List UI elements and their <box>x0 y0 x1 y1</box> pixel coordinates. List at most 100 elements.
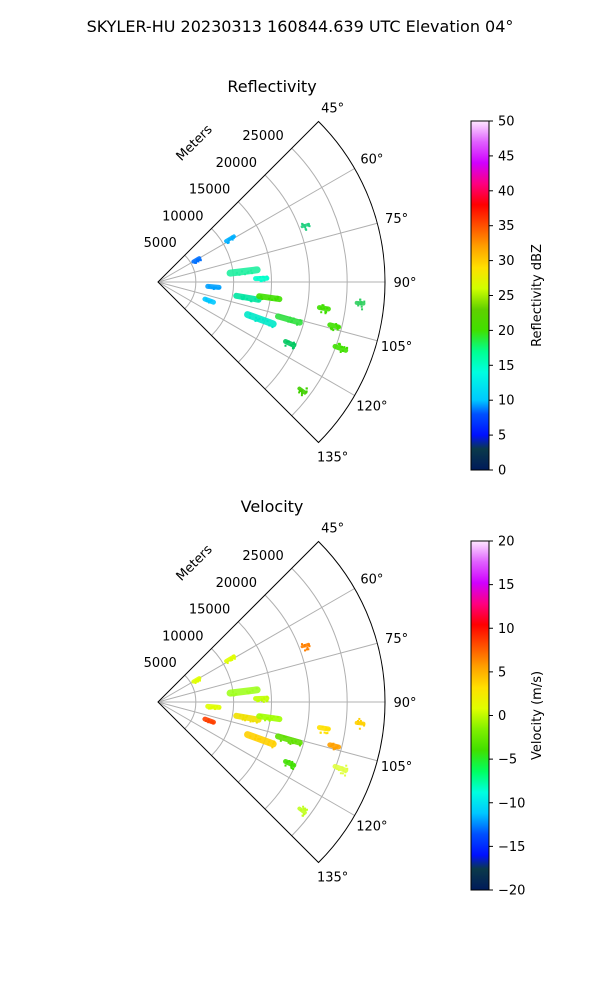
echo-pixel <box>357 722 360 725</box>
echo-pixel <box>276 297 279 300</box>
echo-pixel <box>207 718 210 721</box>
echo-pixel <box>249 313 252 316</box>
colorbar-tick-label: 35 <box>498 219 515 234</box>
echo-pixel <box>260 699 263 702</box>
echo-pixel <box>254 735 257 738</box>
echo-pixel <box>305 391 308 394</box>
echo-pixel <box>336 745 339 748</box>
echo-pixel <box>197 680 200 683</box>
echo-pixel <box>329 327 332 330</box>
echo-pixel <box>231 658 234 661</box>
echo-pixel <box>358 717 361 720</box>
echo-pixel <box>291 347 294 350</box>
echo-pixel <box>326 728 329 731</box>
echo-pixel <box>242 296 245 299</box>
echo-pixel <box>235 693 238 696</box>
echo-pixel <box>308 225 311 228</box>
echo-pixel <box>359 301 362 304</box>
echo-pixel <box>208 720 211 723</box>
echo-pixel <box>292 764 295 767</box>
echo-pixel <box>304 649 307 652</box>
echo-pixel <box>214 708 217 711</box>
echo-pixel <box>361 722 364 725</box>
echo-pixel <box>259 280 262 283</box>
echo-pixel <box>302 807 305 810</box>
colorbar-1: −20 −15 −10 −5 0 5 10 15 20 Velocity (m/s) <box>470 535 545 899</box>
colorbar-tick-label: 20 <box>498 535 515 550</box>
echo-pixel <box>287 320 290 323</box>
echo-pixel <box>247 270 250 273</box>
echo-pixel <box>343 346 346 349</box>
echo-pixel <box>332 742 335 745</box>
echo-pixel <box>323 307 326 310</box>
echo-pixel <box>357 719 360 722</box>
echo-pixel <box>236 271 239 274</box>
echo-pixel <box>325 311 328 314</box>
echo-pixel <box>208 300 211 303</box>
echo-pixel <box>268 324 271 327</box>
echo-pixel <box>271 326 274 329</box>
echo-pixel <box>360 305 363 308</box>
echo-pixel <box>212 721 215 724</box>
echo-pixel <box>274 297 277 300</box>
echo-pixel <box>360 303 363 306</box>
echo-pixel <box>291 742 294 745</box>
echo-pixel <box>194 681 197 684</box>
echo-pixel <box>209 721 212 724</box>
polar-frame <box>157 120 386 444</box>
echo-pixel <box>260 698 263 701</box>
echo-pixel <box>284 344 287 347</box>
echo-pixel <box>338 343 341 346</box>
echo-pixel <box>207 721 210 724</box>
azimuth-spoke <box>157 701 355 816</box>
echo-pixel <box>304 226 307 229</box>
echo-pixel <box>249 299 252 302</box>
echo-pixel <box>294 343 297 346</box>
echo-pixel <box>292 342 295 345</box>
echo-pixel <box>290 763 293 766</box>
echo-pixel <box>284 764 287 767</box>
echo-pixel <box>290 320 293 323</box>
echo-pixel <box>231 690 234 693</box>
echo-pixel <box>241 270 244 273</box>
echo-pixel <box>246 690 249 693</box>
echo-pixel <box>307 643 310 646</box>
echo-pixel <box>244 273 247 276</box>
echo-pixel <box>244 719 247 722</box>
echo-pixel <box>341 772 344 775</box>
echo-pixel <box>359 298 362 301</box>
azimuth-spoke <box>157 281 355 396</box>
echo-pixel <box>363 300 366 303</box>
echo-pixel <box>301 223 304 226</box>
echo-pixel <box>195 680 198 683</box>
echo-pixel <box>197 260 200 263</box>
echo-pixel <box>300 808 303 811</box>
echo-pixel <box>324 312 327 315</box>
suptitle: SKYLER-HU 20230313 160844.639 UTC Elevat… <box>86 17 514 36</box>
echo-pixel <box>300 319 303 322</box>
echo-pixel <box>308 645 311 648</box>
echo-pixel <box>268 718 271 721</box>
echo-pixel <box>238 273 241 276</box>
echo-blob <box>226 266 261 277</box>
echo-pixel <box>218 287 221 290</box>
range-tick-label: 15000 <box>189 603 230 618</box>
echo-pixel <box>248 316 251 319</box>
echo-pixel <box>336 324 339 327</box>
echo-pixel <box>320 307 323 310</box>
echo-pixel <box>259 276 262 279</box>
echo-pixel <box>344 771 347 774</box>
range-axis-label: Meters <box>174 122 216 164</box>
echo-pixel <box>290 344 293 347</box>
colorbar-tick-label: −20 <box>498 884 525 899</box>
echo-pixel <box>259 713 262 716</box>
theta-tick-label: 90° <box>393 276 416 291</box>
echo-pixel <box>321 304 324 307</box>
echo-pixel <box>337 325 340 328</box>
echo-pixel <box>245 716 248 719</box>
echo-pixel <box>260 295 263 298</box>
echo-pixel <box>298 743 301 746</box>
theta-tick-label: 120° <box>356 820 387 835</box>
polar-panel-1: Velocity 45° 60° 75° 90° 105° 120° 135° 5000 1000… <box>144 497 417 886</box>
